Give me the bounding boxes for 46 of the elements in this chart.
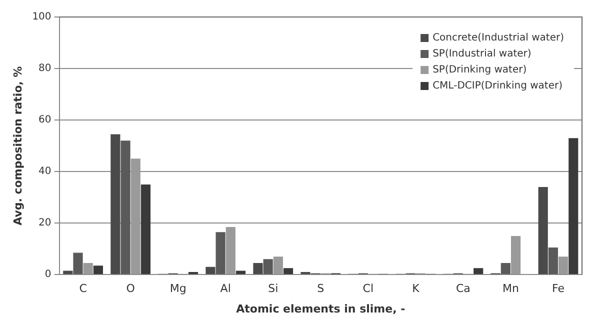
bar (120, 140, 130, 274)
x-tick-label: O (126, 282, 136, 296)
bar (500, 263, 510, 274)
bar (263, 259, 273, 274)
x-tick-label: C (79, 282, 88, 296)
x-tick-label: Cl (362, 282, 374, 296)
bar (130, 158, 140, 274)
bar (548, 248, 558, 274)
bar (73, 252, 83, 274)
x-tick-label: Si (268, 282, 278, 296)
y-tick-label: 40 (38, 166, 52, 178)
bar (538, 187, 548, 274)
bar (236, 270, 246, 274)
legend-label: CML-DCIP(Drinking water) (432, 80, 563, 92)
bar (83, 263, 93, 274)
legend-label: SP(Drinking water) (432, 64, 527, 76)
x-tick-label: K (412, 282, 420, 296)
bar (283, 268, 294, 274)
bar (510, 236, 521, 274)
bar (568, 138, 578, 274)
bar (558, 256, 568, 274)
y-tick-label: 100 (32, 12, 52, 23)
legend-label: SP(Industrial water) (432, 48, 532, 60)
bar (226, 226, 236, 274)
y-tick-label: 60 (38, 114, 52, 126)
y-tick-label: 0 (44, 269, 52, 280)
bar (93, 266, 103, 274)
bar (216, 232, 226, 274)
bar (273, 256, 283, 274)
legend-label: Concrete(Industrial water) (432, 32, 564, 44)
y-axis-title: Avg. composition ratio, % (11, 66, 24, 226)
x-tick-label: Fe (552, 282, 565, 296)
x-tick-label: Mn (502, 282, 519, 296)
y-tick-label: 80 (38, 63, 52, 74)
x-tick-label: S (317, 282, 324, 296)
bar (206, 266, 216, 274)
x-tick-label: Mg (170, 282, 186, 296)
x-tick-label: Al (220, 282, 231, 296)
y-tick-label: 20 (38, 218, 52, 229)
bar (140, 184, 151, 274)
bar (110, 134, 120, 274)
x-axis-title: Atomic elements in slime, - (236, 302, 406, 316)
x-tick-label: Ca (456, 282, 470, 296)
bar (253, 263, 263, 274)
bar (474, 268, 484, 274)
bar (63, 270, 73, 274)
